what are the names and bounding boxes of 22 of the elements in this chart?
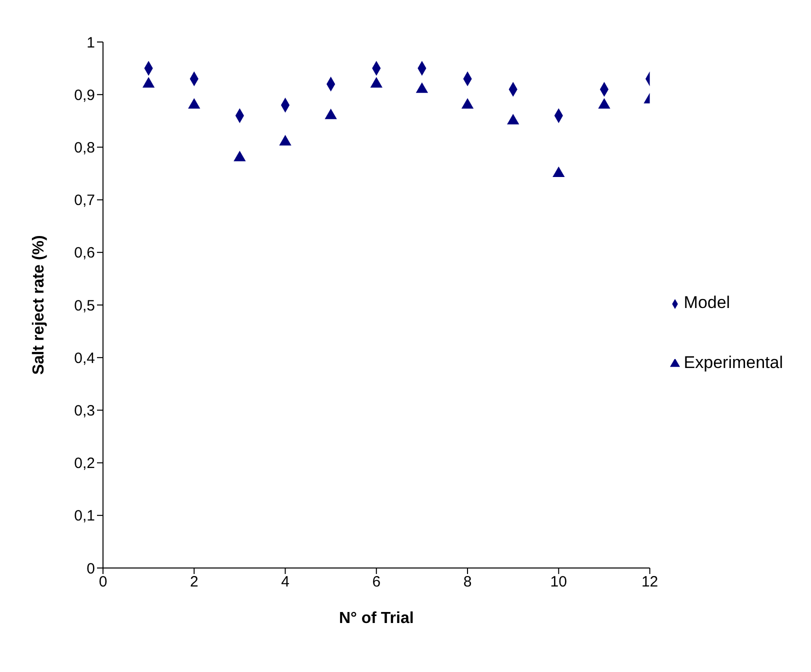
x-tick-label: 10 [550,574,567,591]
x-tick-label: 6 [372,574,381,591]
y-tick-label: 0,2 [74,455,95,472]
y-tick-label: 0,8 [74,140,95,157]
x-tick-label: 8 [463,574,472,591]
legend-label: Experimental [684,353,783,372]
y-tick-label: 0,4 [74,350,95,367]
y-tick-label: 1 [86,34,95,52]
y-tick-label: 0,5 [74,297,95,314]
y-tick-label: 0,6 [74,244,95,262]
x-tick-label: 2 [190,574,198,591]
y-tick-label: 0,7 [74,192,95,210]
y-tick-label: 0 [86,560,95,578]
x-tick-label: 4 [281,574,290,591]
y-tick-label: 0,3 [74,402,95,420]
x-axis-title: N° of Trial [338,610,414,627]
x-tick-label: 0 [98,574,108,591]
y-tick-label: 0,9 [74,86,95,104]
legend-label: Model [684,293,730,312]
x-tick-label: 12 [641,574,658,591]
y-tick-label: 0,1 [74,508,95,525]
y-axis-title: Salt reject rate (%) [30,235,48,375]
